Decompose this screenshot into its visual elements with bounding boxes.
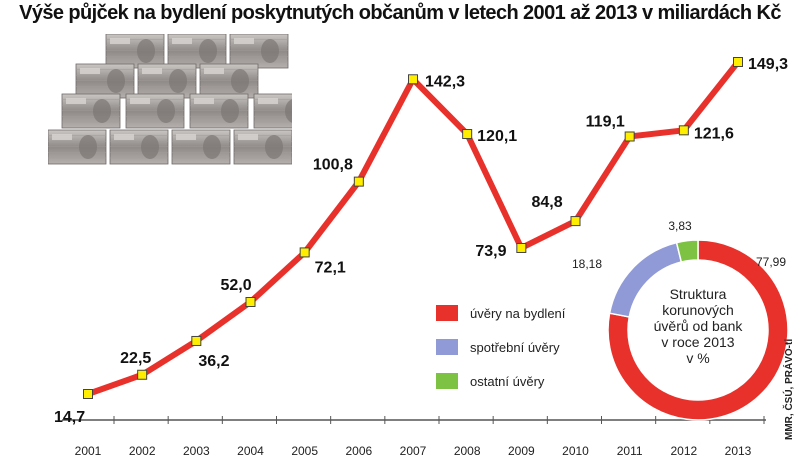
data-label: 149,3 (748, 56, 788, 73)
data-point-marker (570, 216, 581, 227)
donut-slice-label: 3,83 (668, 219, 692, 233)
x-tick-label: 2011 (617, 444, 643, 458)
donut-slice-label: 18,18 (572, 257, 602, 271)
data-label: 22,5 (120, 350, 151, 367)
x-tick-label: 2007 (400, 444, 427, 458)
data-label: 119,1 (586, 113, 625, 130)
donut-center-line: v % (686, 350, 710, 366)
data-label: 14,7 (54, 409, 85, 426)
donut-slice (607, 239, 789, 421)
data-label: 142,3 (425, 73, 465, 90)
data-label: 73,9 (475, 243, 506, 260)
data-point-marker (83, 389, 93, 399)
x-tick-label: 2008 (454, 444, 481, 458)
x-tick-label: 2005 (291, 444, 318, 458)
x-tick-label: 2003 (183, 444, 210, 458)
data-label: 100,8 (313, 157, 353, 174)
data-point-marker (137, 369, 148, 380)
x-tick-label: 2013 (725, 444, 752, 458)
x-tick-label: 2012 (670, 444, 697, 458)
data-point-marker (516, 242, 527, 253)
donut-center-line: korunových (662, 302, 734, 318)
data-point-marker (408, 74, 418, 85)
legend: úvěry na bydlení spotřební úvěry ostatní ú… (436, 296, 565, 398)
data-point-marker (462, 129, 473, 140)
donut-slice (675, 239, 699, 263)
x-tick-label: 2006 (345, 444, 372, 458)
donut-center-line: v roce 2013 (661, 334, 735, 350)
data-label: 121,6 (694, 125, 734, 142)
chart-title: Výše půjček na bydlení poskytnutých obča… (19, 2, 781, 24)
data-point-marker (353, 176, 364, 187)
x-tick-label: 2010 (562, 444, 589, 458)
data-label: 84,8 (532, 194, 563, 211)
data-point-marker (624, 131, 635, 142)
banknote-stacks-image (48, 34, 292, 165)
legend-item: úvěry na bydlení (436, 296, 565, 330)
legend-item: ostatní úvěry (436, 364, 565, 398)
data-label: 120,1 (477, 128, 517, 145)
donut-center-label: Struktura korunových úvěrů od bank v roce 2… (638, 286, 758, 366)
data-point-marker (733, 57, 743, 67)
x-tick-label: 2004 (237, 444, 264, 458)
legend-label: ostatní úvěry (470, 373, 545, 389)
x-tick-label: 2001 (75, 444, 102, 458)
donut-center-line: Struktura (669, 286, 727, 302)
donut-slice-label: 77,99 (756, 255, 786, 269)
data-point-marker (678, 125, 689, 136)
data-label: 72,1 (315, 259, 346, 276)
data-label: 36,2 (198, 353, 229, 370)
source-credit: MMR, ČSÚ, PRÁVO-ti (784, 338, 795, 440)
donut-center-line: úvěrů od bank (653, 318, 743, 334)
x-tick-label: 2009 (508, 444, 535, 458)
legend-swatch (436, 339, 458, 355)
legend-swatch (436, 373, 458, 389)
x-tick-label: 2002 (129, 444, 156, 458)
legend-label: úvěry na bydlení (470, 305, 566, 321)
data-point-marker (191, 335, 202, 346)
legend-swatch (436, 305, 458, 321)
legend-item: spotřební úvěry (436, 330, 565, 364)
data-point-marker (245, 296, 256, 307)
data-point-marker (299, 247, 310, 258)
legend-label: spotřební úvěry (470, 339, 560, 355)
data-label: 52,0 (221, 277, 252, 294)
